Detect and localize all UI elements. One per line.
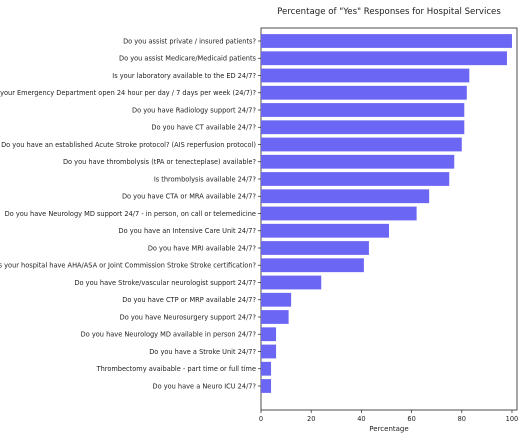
bar xyxy=(261,241,369,255)
bar xyxy=(261,292,292,307)
category-label: Do you have MRI available 24/7? xyxy=(148,244,257,252)
x-tick-label: 100 xyxy=(506,415,519,423)
bar xyxy=(261,189,430,204)
bar xyxy=(261,344,277,359)
bar xyxy=(261,379,272,393)
category-label: Do you have a Stroke Unit 24/7? xyxy=(149,348,256,356)
x-axis-label: Percentage xyxy=(369,425,408,433)
bar xyxy=(261,258,364,273)
bar xyxy=(261,34,512,48)
bar xyxy=(261,206,417,221)
category-labels-group: Do you assist private / insured patients… xyxy=(0,37,261,390)
category-label: Do you have Neurology MD support 24/7 - … xyxy=(5,210,256,218)
category-label: Thrombectomy avaibable - part time or fu… xyxy=(96,365,256,373)
category-label: Do you assist Medicare/Medicaid patients xyxy=(119,55,257,63)
category-label: Do you have Neurology MD available in pe… xyxy=(81,331,257,339)
bar xyxy=(261,120,465,135)
bar xyxy=(261,68,470,83)
category-label: Is thrombolysis available 24/7? xyxy=(154,175,257,183)
x-tick-label: 40 xyxy=(357,415,365,423)
category-label: Do you have an established Acute Stroke … xyxy=(1,141,256,149)
category-label: Do you have an Intensive Care Unit 24/7? xyxy=(119,227,257,235)
category-label: Do you have CT available 24/7? xyxy=(151,124,256,132)
x-tick-label: 0 xyxy=(259,415,263,423)
x-tick-label: 20 xyxy=(307,415,315,423)
category-label: Is your Emergency Department open 24 hou… xyxy=(0,89,256,97)
category-label: Does your hospital have AHA/ASA or Joint… xyxy=(0,262,256,270)
category-label: Do you assist private / insured patients… xyxy=(123,37,256,45)
bar xyxy=(261,361,272,376)
bar xyxy=(261,51,507,66)
bar xyxy=(261,137,462,152)
category-label: Do you have Neurosurgery support 24/7? xyxy=(120,313,257,321)
bar xyxy=(261,223,389,238)
category-label: Do you have a Neuro ICU 24/7? xyxy=(153,382,257,390)
bar xyxy=(261,172,450,186)
bar xyxy=(261,310,289,324)
category-label: Is your laboratory available to the ED 2… xyxy=(112,72,256,80)
bar xyxy=(261,327,277,342)
bars-group xyxy=(261,34,512,393)
x-tick-label: 60 xyxy=(407,415,415,423)
bar xyxy=(261,103,465,117)
x-tick-label: 80 xyxy=(458,415,466,423)
category-label: Do you have thrombolysis (tPA or tenecte… xyxy=(63,158,257,166)
x-ticks-group: 0 20 40 60 80 100 xyxy=(259,410,518,423)
category-label: Do you have Radiology support 24/7? xyxy=(132,106,256,114)
chart-title: Percentage of "Yes" Responses for Hospit… xyxy=(277,7,501,17)
category-label: Do you have Stroke/vascular neurologist … xyxy=(74,279,256,287)
bar xyxy=(261,275,322,290)
bar xyxy=(261,85,467,100)
category-label: Do you have CTA or MRA available 24/7? xyxy=(122,193,257,201)
bar xyxy=(261,154,455,169)
category-label: Do you have CTP or MRP available 24/7? xyxy=(122,296,256,304)
